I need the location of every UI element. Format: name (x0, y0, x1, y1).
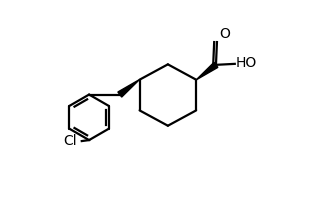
Polygon shape (118, 80, 140, 97)
Polygon shape (196, 62, 218, 80)
Text: HO: HO (236, 56, 257, 70)
Text: O: O (219, 27, 230, 41)
Text: Cl: Cl (64, 134, 77, 148)
